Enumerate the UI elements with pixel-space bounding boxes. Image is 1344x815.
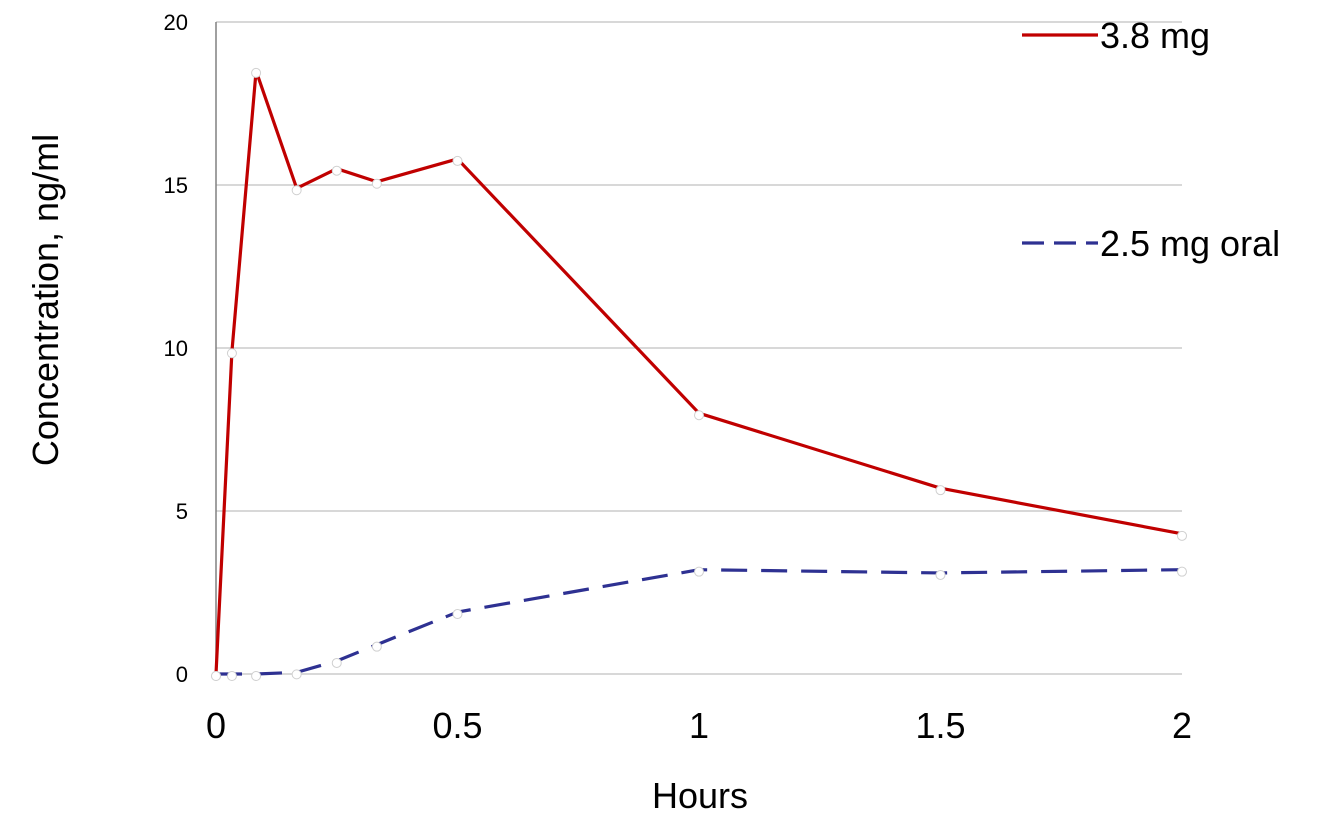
data-point — [226, 671, 237, 681]
data-point — [251, 671, 262, 681]
data-point — [371, 178, 382, 189]
data-point — [331, 657, 342, 668]
legend-label-0: 3.8 mg — [1100, 15, 1210, 56]
x-tick-label: 0.5 — [432, 705, 482, 746]
series-line-0 — [214, 69, 1183, 675]
data-point — [371, 641, 382, 652]
x-tick-label: 2 — [1172, 705, 1192, 746]
data-point — [331, 165, 342, 176]
data-point — [1177, 530, 1187, 541]
data-point — [226, 348, 237, 359]
data-point — [452, 155, 463, 166]
y-tick-label: 20 — [164, 10, 188, 35]
series-line-1 — [216, 568, 1183, 676]
x-axis-title: Hours — [652, 775, 748, 815]
data-point — [694, 410, 704, 421]
y-tick-labels: 0 5 10 15 20 — [164, 10, 188, 687]
y-axis-title: Concentration, ng/ml — [25, 134, 66, 466]
data-point — [291, 185, 302, 196]
data-point — [935, 569, 946, 580]
x-tick-label: 0 — [206, 705, 226, 746]
data-point — [291, 669, 302, 680]
data-point — [694, 566, 704, 577]
y-tick-label: 15 — [164, 173, 188, 198]
data-point — [1177, 566, 1187, 577]
data-point — [251, 67, 262, 78]
y-tick-label: 5 — [176, 499, 188, 524]
series-markers — [211, 67, 1187, 681]
data-point — [935, 485, 946, 496]
y-tick-label: 10 — [164, 336, 188, 361]
x-tick-labels: 0 0.5 1 1.5 2 — [206, 705, 1192, 746]
series-lines — [214, 69, 1183, 676]
data-point — [452, 609, 463, 620]
legend: 3.8 mg 2.5 mg oral — [1022, 15, 1280, 264]
legend-label-1: 2.5 mg oral — [1100, 223, 1280, 264]
y-tick-label: 0 — [176, 662, 188, 687]
x-tick-label: 1 — [689, 705, 709, 746]
x-tick-label: 1.5 — [915, 705, 965, 746]
data-point — [211, 671, 221, 681]
